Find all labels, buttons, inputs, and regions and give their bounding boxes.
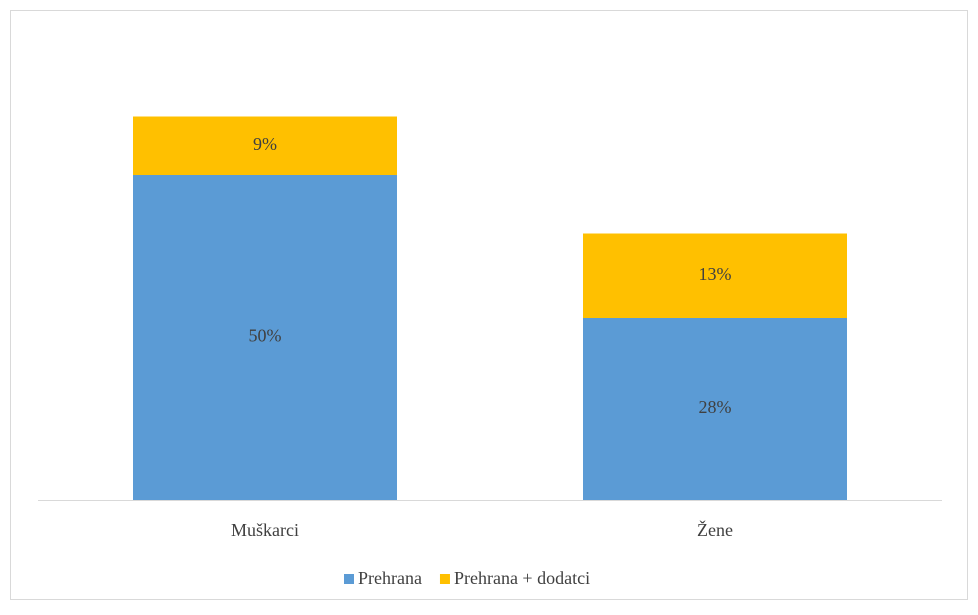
legend-swatch <box>344 574 354 584</box>
legend-swatch <box>439 574 450 584</box>
x-tick-label: Muškarci <box>231 520 299 540</box>
bar-segment <box>133 116 397 175</box>
bar-segment <box>583 318 847 500</box>
data-label: 9% <box>253 134 277 154</box>
bar-segment <box>583 233 847 318</box>
legend-label: Prehrana <box>358 568 422 588</box>
x-tick-label: Žene <box>697 519 733 540</box>
legend-label: Prehrana + dodatci <box>454 568 590 588</box>
bar-segment <box>133 175 397 500</box>
data-label: 13% <box>699 264 732 284</box>
data-label: 28% <box>699 397 732 417</box>
data-label: 50% <box>249 326 282 346</box>
